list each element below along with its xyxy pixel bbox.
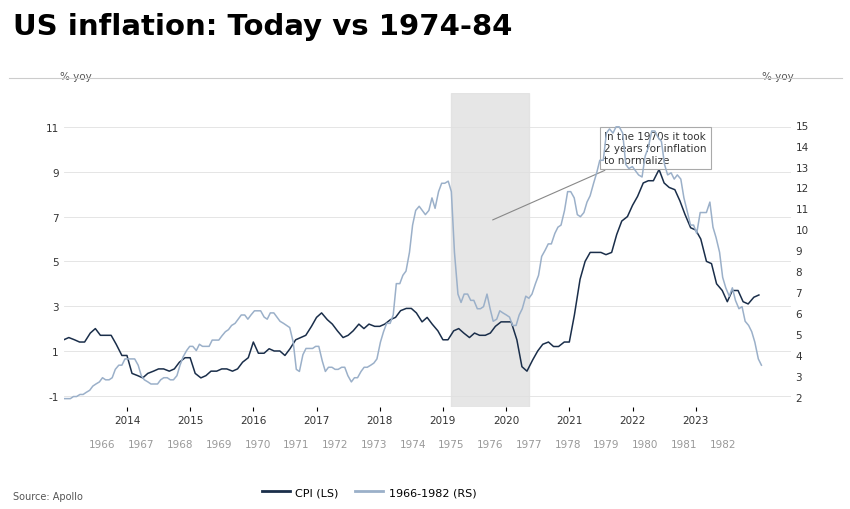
Text: US inflation: Today vs 1974-84: US inflation: Today vs 1974-84 [13,13,512,41]
Bar [451,94,529,407]
Text: % yoy: % yoy [60,72,92,81]
Text: Source: Apollo: Source: Apollo [13,491,82,501]
Legend: CPI (LS), 1966-1982 (RS): CPI (LS), 1966-1982 (RS) [258,483,480,502]
Text: % yoy: % yoy [762,72,794,81]
Text: In the 1970s it took
2 years for inflation
to normalize: In the 1970s it took 2 years for inflati… [493,132,706,220]
